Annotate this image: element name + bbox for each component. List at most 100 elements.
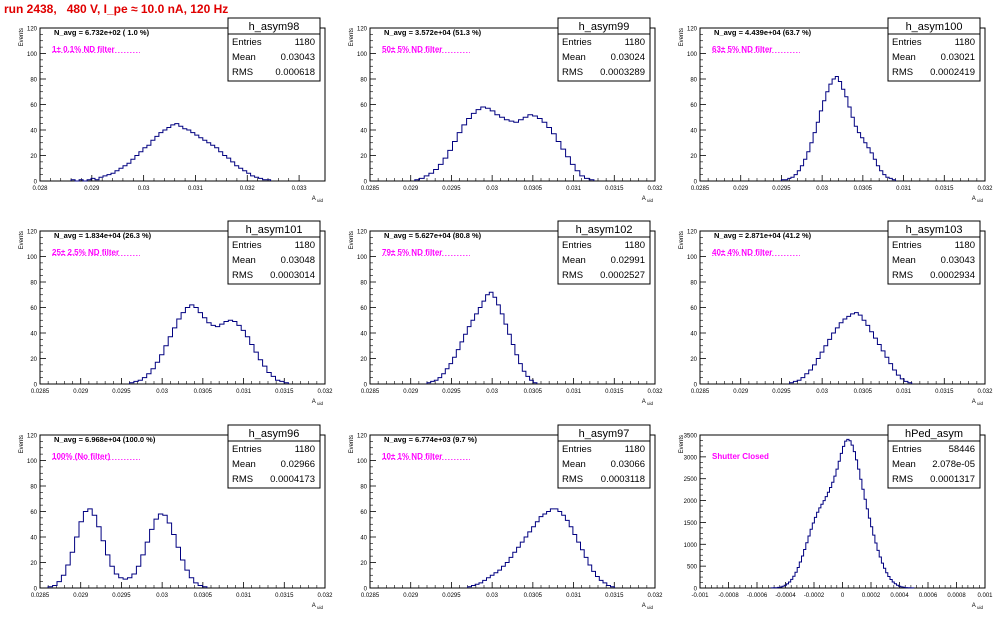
x-tick-label: 0.032 bbox=[317, 389, 333, 395]
x-axis-label: A uid bbox=[642, 399, 654, 406]
x-tick-label: 0.032 bbox=[240, 186, 256, 192]
stats-row-value: 0.0002934 bbox=[930, 270, 975, 281]
x-tick-label: 0.03 bbox=[486, 593, 498, 599]
x-tick-label: 0.0305 bbox=[194, 389, 213, 395]
x-tick-label: 0.028 bbox=[32, 186, 48, 192]
y-tick-label: 40 bbox=[690, 332, 697, 338]
filter-label: 40± 4% ND filter bbox=[712, 248, 772, 257]
stats-row-label: Mean bbox=[892, 52, 916, 63]
stats-title: h_asym97 bbox=[579, 428, 630, 440]
x-tick-label: 0.0315 bbox=[605, 389, 624, 395]
stats-row-label: Mean bbox=[232, 52, 256, 63]
x-tick-label: -0.0004 bbox=[775, 593, 796, 599]
stats-row-label: RMS bbox=[892, 67, 913, 78]
filter-label: 1± 0.1% ND filter bbox=[52, 45, 115, 54]
stats-box bbox=[887, 440, 981, 489]
x-tick-label: 0.0315 bbox=[605, 593, 624, 599]
y-tick-label: 20 bbox=[690, 154, 697, 160]
y-tick-label: 80 bbox=[360, 485, 367, 491]
stats-row-value: 1180 bbox=[295, 444, 315, 455]
stats-box bbox=[227, 236, 321, 285]
stats-row-label: Entries bbox=[232, 240, 262, 251]
histogram-series bbox=[414, 106, 595, 181]
x-axis-label: A uid bbox=[312, 603, 324, 610]
y-axis-label: Events bbox=[349, 28, 355, 46]
x-tick-label: 0.0305 bbox=[524, 389, 543, 395]
y-tick-label: 80 bbox=[30, 485, 37, 491]
x-tick-label: 0.03 bbox=[138, 186, 150, 192]
y-tick-label: 2000 bbox=[684, 499, 698, 505]
x-axis-label: A uid bbox=[642, 196, 654, 203]
stats-row-value: 0.03043 bbox=[281, 52, 315, 63]
x-tick-label: 0.029 bbox=[403, 186, 419, 192]
stats-row-label: RMS bbox=[232, 67, 253, 78]
y-tick-label: 0 bbox=[34, 587, 38, 593]
stats-title: h_asym100 bbox=[906, 21, 963, 33]
histogram-pad: 0 20 40 60 80 100 120 0.028 0.029 0.03 0.031 0.032 0… bbox=[19, 17, 326, 203]
y-axis-label: Events bbox=[349, 231, 355, 249]
y-tick-label: 20 bbox=[30, 561, 37, 567]
y-tick-label: 120 bbox=[687, 27, 698, 33]
y-tick-label: 80 bbox=[690, 281, 697, 287]
histogram-pad: 0 20 40 60 80 100 120 0.0285 0.029 0.0295 0.03 0.03… bbox=[19, 220, 333, 406]
histogram-pad: 0 20 40 60 80 100 120 0.0285 0.029 0.0295 0.03 0.03… bbox=[679, 220, 993, 406]
stats-title: h_asym103 bbox=[906, 224, 963, 236]
x-tick-label: -0.001 bbox=[691, 593, 709, 599]
x-tick-label: 0.029 bbox=[73, 389, 89, 395]
x-tick-label: 0.0305 bbox=[854, 186, 873, 192]
y-tick-label: 20 bbox=[360, 561, 367, 567]
y-tick-label: 60 bbox=[360, 510, 367, 516]
histogram-series bbox=[789, 312, 913, 384]
stats-row-label: Entries bbox=[562, 37, 592, 48]
x-tick-label: 0.0315 bbox=[935, 389, 954, 395]
y-axis-label: Events bbox=[349, 435, 355, 453]
n-avg-label: N_avg = 6.774e+03 (9.7 %) bbox=[384, 435, 477, 444]
filter-label: 25± 2.5% ND filter bbox=[52, 248, 119, 257]
x-tick-label: 0.0305 bbox=[854, 389, 873, 395]
x-tick-label: 0.0285 bbox=[691, 389, 710, 395]
x-tick-label: 0.029 bbox=[84, 186, 100, 192]
y-tick-label: 100 bbox=[27, 255, 38, 261]
y-tick-label: 60 bbox=[30, 510, 37, 516]
y-tick-label: 120 bbox=[27, 27, 38, 33]
histogram-pad: 0 20 40 60 80 100 120 0.0285 0.029 0.0295 0.03 0.03… bbox=[679, 17, 993, 203]
y-tick-label: 20 bbox=[30, 357, 37, 363]
x-tick-label: -0.0008 bbox=[718, 593, 739, 599]
x-tick-label: 0.029 bbox=[403, 593, 419, 599]
x-tick-label: 0.0295 bbox=[442, 186, 461, 192]
stats-title: h_asym98 bbox=[249, 21, 300, 33]
x-tick-label: 0.03 bbox=[156, 593, 168, 599]
x-tick-label: 0.0285 bbox=[691, 186, 710, 192]
histogram-series bbox=[770, 438, 915, 589]
x-tick-label: 0.0285 bbox=[361, 593, 380, 599]
n-avg-label: N_avg = 6.968e+04 (100.0 %) bbox=[54, 435, 156, 444]
x-axis-label: A uid bbox=[312, 399, 324, 406]
stats-title: h_asym96 bbox=[249, 428, 300, 440]
stats-row-value: 0.0003118 bbox=[601, 474, 645, 485]
y-tick-label: 100 bbox=[357, 52, 368, 58]
filter-label: 100% (No filter) bbox=[52, 452, 111, 461]
y-tick-label: 1500 bbox=[684, 521, 698, 527]
x-tick-label: 0.0315 bbox=[275, 593, 294, 599]
x-tick-label: 0.0295 bbox=[772, 186, 791, 192]
x-tick-label: 0.0315 bbox=[935, 186, 954, 192]
y-tick-label: 100 bbox=[687, 52, 698, 58]
x-tick-label: 0.03 bbox=[156, 389, 168, 395]
y-tick-label: 60 bbox=[690, 306, 697, 312]
x-axis-label: A uid bbox=[972, 399, 984, 406]
x-tick-label: 0.029 bbox=[73, 593, 89, 599]
n-avg-label: N_avg = 3.572e+04 (51.3 %) bbox=[384, 28, 482, 37]
x-tick-label: 0.0295 bbox=[442, 389, 461, 395]
y-tick-label: 100 bbox=[357, 459, 368, 465]
y-tick-label: 60 bbox=[30, 306, 37, 312]
stats-row-label: Mean bbox=[562, 255, 586, 266]
stats-title: h_asym101 bbox=[246, 224, 303, 236]
x-tick-label: 0.03 bbox=[486, 186, 498, 192]
stats-box bbox=[557, 236, 651, 285]
stats-row-label: RMS bbox=[562, 270, 583, 281]
y-tick-label: 120 bbox=[357, 230, 368, 236]
x-tick-label: 0.032 bbox=[647, 593, 663, 599]
n-avg-label: N_avg = 1.834e+04 (26.3 %) bbox=[54, 231, 152, 240]
x-tick-label: -0.0006 bbox=[747, 593, 768, 599]
x-tick-label: 0.031 bbox=[566, 389, 582, 395]
